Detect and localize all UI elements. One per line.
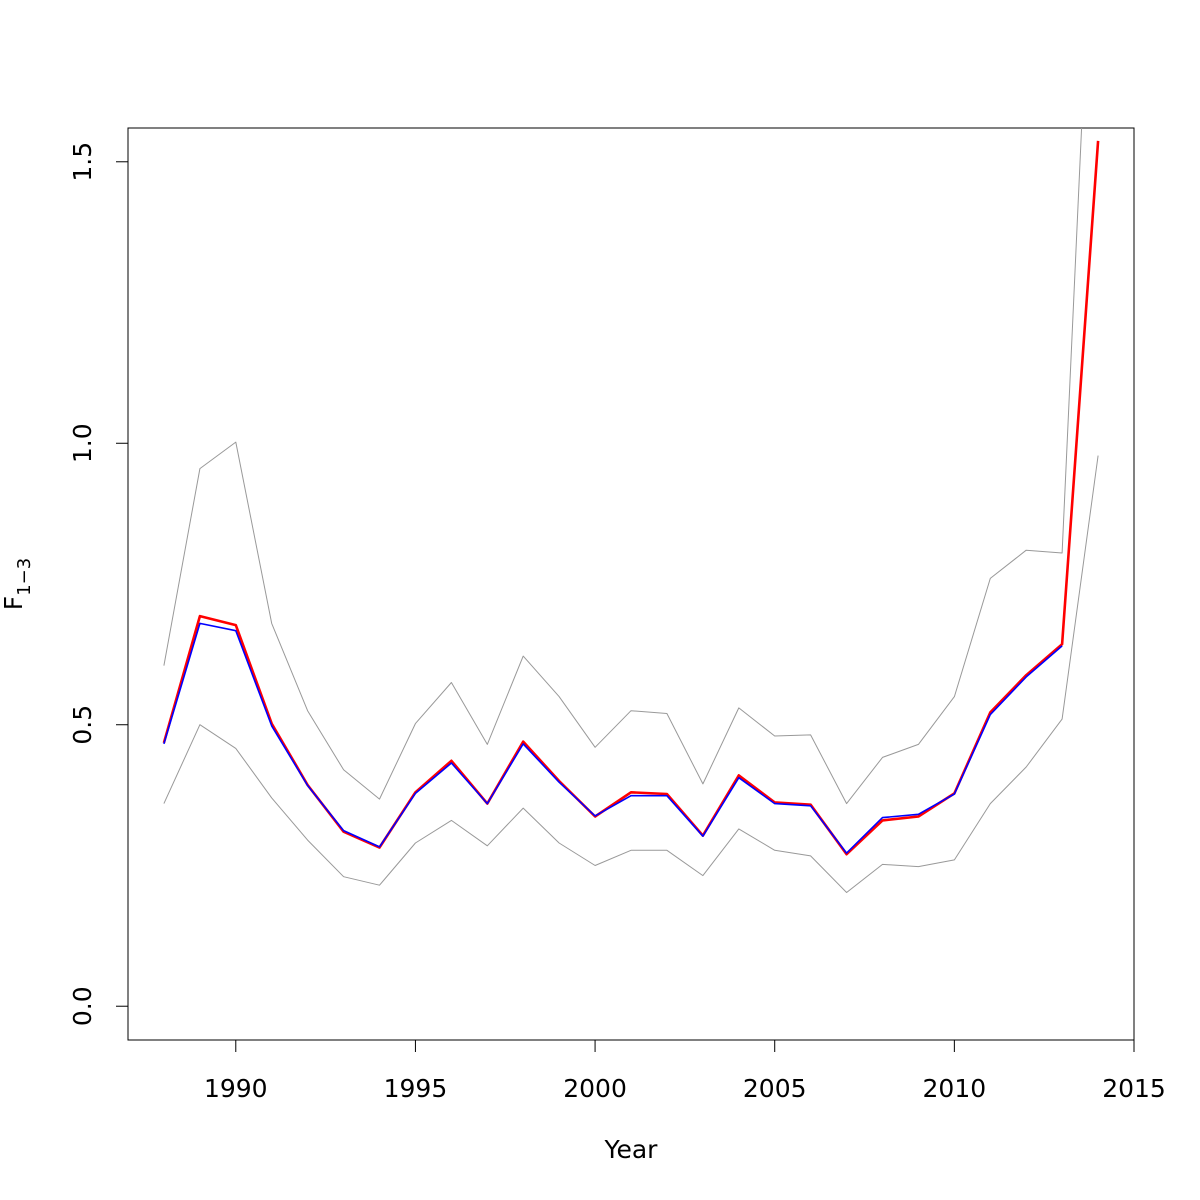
y-tick-label: 1.5 [68,142,97,182]
x-tick-label: 2005 [743,1074,807,1103]
series-layer [162,128,1100,893]
y-tick-label: 1.0 [68,423,97,463]
plot-frame [127,127,1135,1041]
y-axis-title-base: F [0,596,28,610]
y-axis-title: F1−3 [0,558,35,610]
y-axis: 0.0 0.5 1.0 1.5 [68,142,129,1026]
x-axis: 1990 1995 2000 2005 2010 2015 [204,1039,1166,1103]
series-line-3 [163,622,1063,854]
x-tick-label: 1990 [204,1074,268,1103]
x-axis-title: Year [604,1135,659,1164]
y-axis-title-subscript: 1−3 [14,558,35,596]
series-line-0 [163,128,1083,805]
y-tick-label: 0.0 [68,986,97,1026]
series-line-1 [163,455,1099,893]
y-tick-label: 0.5 [68,705,97,745]
series-line-2 [162,140,1100,856]
x-tick-label: 2010 [923,1074,987,1103]
x-tick-label: 2000 [563,1074,627,1103]
x-tick-label: 1995 [384,1074,448,1103]
x-tick-label: 2015 [1102,1074,1166,1103]
